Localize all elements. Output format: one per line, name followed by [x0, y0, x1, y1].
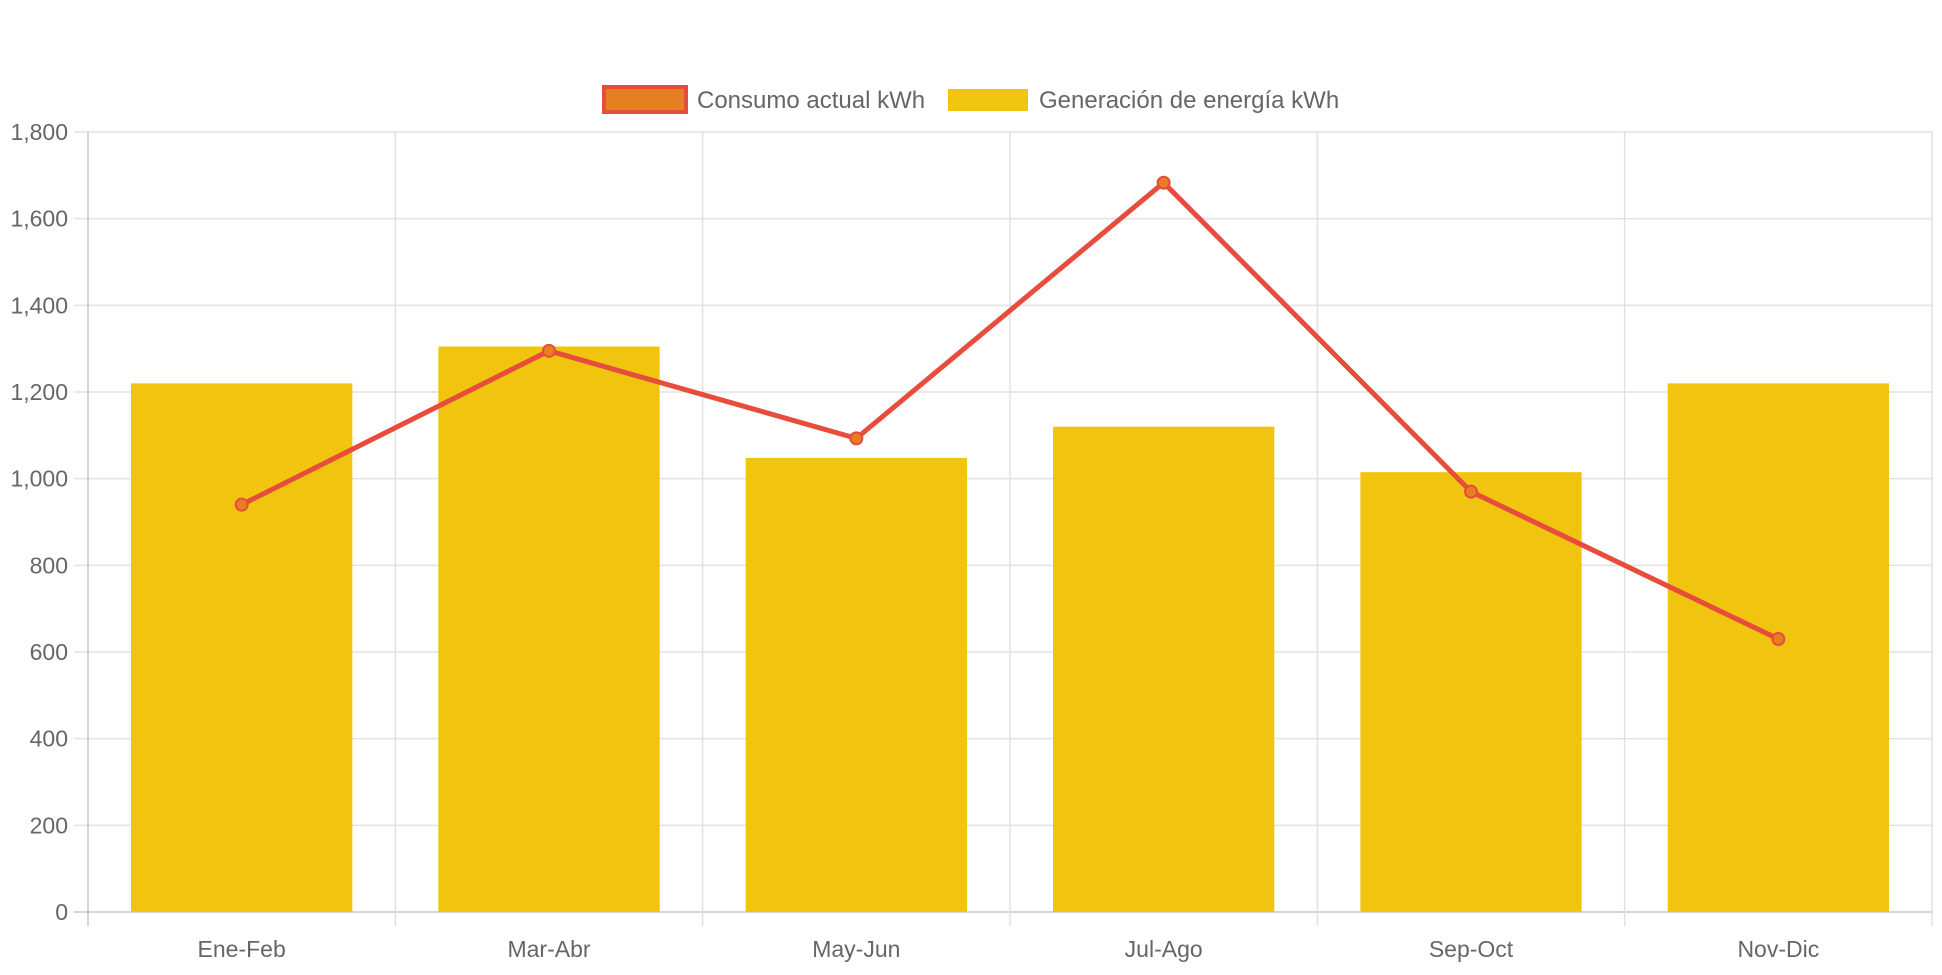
axis-layer: 0 200 400 600 800 1,000 1,200 1,400 1,600 1,800 En… — [10, 119, 1819, 962]
y-tick-label: 200 — [30, 812, 68, 838]
x-tick-label: Mar-Abr — [507, 936, 590, 962]
bar-generacion[interactable] — [1360, 472, 1582, 912]
legend-label-consumo: Consumo actual kWh — [697, 87, 925, 114]
legend-swatch-generacion — [948, 89, 1028, 111]
legend-swatch-consumo — [602, 85, 688, 114]
x-tick-label: Jul-Ago — [1125, 936, 1203, 962]
y-tick-label: 1,000 — [10, 466, 68, 492]
y-tick-label: 400 — [30, 726, 68, 752]
x-tick-label: Sep-Oct — [1429, 936, 1514, 962]
x-tick-label: Ene-Feb — [198, 936, 286, 962]
line-layer — [234, 175, 1786, 646]
legend-item-generacion[interactable]: Generación de energía kWh — [948, 87, 1339, 114]
y-tick-label: 600 — [30, 639, 68, 665]
bar-generacion[interactable] — [131, 383, 353, 912]
y-tick-label: 800 — [30, 552, 68, 578]
x-tick-label: May-Jun — [812, 936, 900, 962]
legend: Consumo actual kWh Generación de energía… — [602, 85, 1339, 114]
x-tick-label: Nov-Dic — [1737, 936, 1819, 962]
y-tick-label: 1,400 — [10, 292, 68, 318]
bar-generacion[interactable] — [1053, 426, 1275, 912]
grid-layer — [74, 131, 1933, 926]
legend-label-generacion: Generación de energía kWh — [1039, 87, 1339, 114]
point-consumo[interactable] — [234, 497, 249, 512]
bar-layer — [131, 346, 1889, 913]
bar-generacion[interactable] — [1667, 383, 1889, 912]
point-consumo[interactable] — [1771, 632, 1786, 646]
line-consumo — [239, 180, 1781, 642]
y-tick-label: 1,600 — [10, 206, 68, 232]
y-tick-label: 1,200 — [10, 379, 68, 405]
point-consumo[interactable] — [1464, 484, 1478, 499]
point-consumo[interactable] — [1156, 175, 1171, 190]
point-consumo[interactable] — [542, 343, 556, 358]
bar-generacion[interactable] — [745, 457, 967, 912]
y-tick-label: 1,800 — [10, 119, 68, 145]
legend-item-consumo[interactable]: Consumo actual kWh — [602, 85, 925, 114]
point-consumo[interactable] — [849, 431, 864, 446]
y-tick-label: 0 — [55, 899, 68, 925]
bar-generacion[interactable] — [438, 346, 660, 913]
